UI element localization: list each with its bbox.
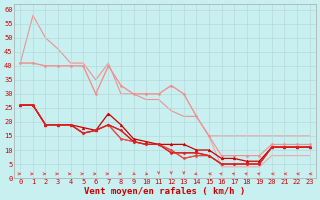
- X-axis label: Vent moyen/en rafales ( km/h ): Vent moyen/en rafales ( km/h ): [84, 187, 245, 196]
